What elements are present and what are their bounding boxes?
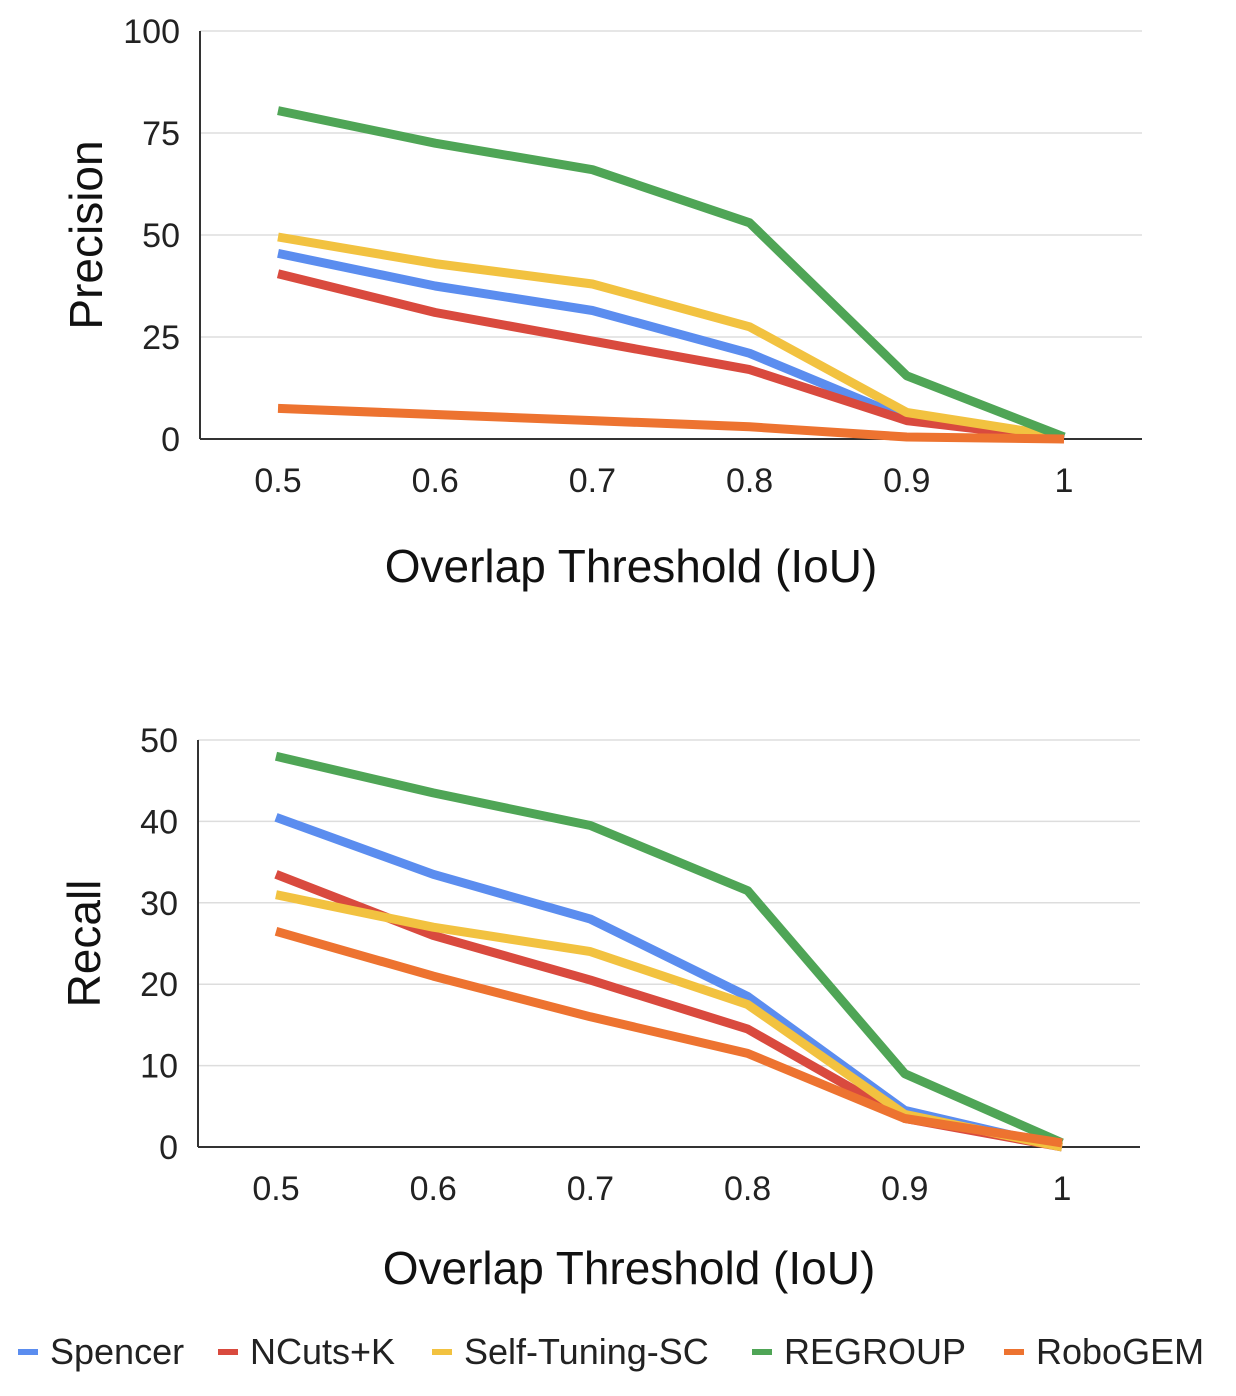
y-tick-label-100: 100	[123, 13, 180, 51]
x-axis-title: Overlap Threshold (IoU)	[385, 540, 878, 592]
y-tick-label-0: 0	[159, 1129, 178, 1167]
legend-label-ncuts-k: NCuts+K	[250, 1331, 395, 1372]
y-tick-label-25: 25	[142, 319, 180, 357]
y-tick-label-0: 0	[161, 421, 180, 459]
y-tick-label-10: 10	[140, 1048, 178, 1086]
y-tick-label-30: 30	[140, 885, 178, 923]
series-line-robogem	[274, 926, 1063, 1148]
x-axis-title: Overlap Threshold (IoU)	[383, 1242, 876, 1294]
x-tick-label-0-9: 0.9	[883, 462, 930, 500]
x-tick-label-0-8: 0.8	[724, 1170, 771, 1208]
legend: Spencer NCuts+K Self-Tuning-SC REGROUP RoboG…	[18, 1331, 1204, 1372]
legend-label-regroup: REGROUP	[784, 1331, 966, 1372]
legend-label-robogem: RoboGEM	[1036, 1331, 1204, 1372]
series-line-self-tuning-sc	[277, 232, 1065, 442]
series-line-regroup	[277, 106, 1066, 442]
recall-chart: 0 10 20 30 40 50 0.5 0.6 0.7 0.8 0.9 1 Overlap Thres…	[58, 722, 1140, 1294]
legend-label-spencer: Spencer	[50, 1331, 184, 1372]
y-tick-label-20: 20	[140, 966, 178, 1004]
x-tick-label-0-5: 0.5	[254, 462, 301, 500]
y-tick-label-50: 50	[142, 217, 180, 255]
precision-chart: 0 25 50 75 100 0.5 0.6 0.7 0.8 0.9 1 Overlap Thresh…	[60, 13, 1142, 592]
x-tick-label-0-7: 0.7	[569, 462, 616, 500]
y-axis-title: Precision	[60, 140, 112, 329]
y-tick-label-75: 75	[142, 115, 180, 153]
x-tick-label-0-6: 0.6	[412, 462, 459, 500]
y-tick-label-40: 40	[140, 803, 178, 841]
x-tick-label-1: 1	[1055, 462, 1074, 500]
series-line-robogem	[277, 403, 1065, 444]
y-tick-label-50: 50	[140, 722, 178, 760]
x-tick-label-0-7: 0.7	[567, 1170, 614, 1208]
x-tick-label-1: 1	[1053, 1170, 1072, 1208]
series-line-self-tuning-sc	[275, 890, 1063, 1152]
x-tick-label-0-5: 0.5	[252, 1170, 299, 1208]
series-line-ncuts-k	[276, 269, 1065, 444]
x-tick-label-0-8: 0.8	[726, 462, 773, 500]
series-line-regroup	[274, 751, 1064, 1148]
y-axis-title: Recall	[58, 880, 110, 1008]
x-tick-label-0-6: 0.6	[410, 1170, 457, 1208]
legend-label-self-tuning-sc: Self-Tuning-SC	[464, 1331, 709, 1372]
x-tick-label-0-9: 0.9	[881, 1170, 928, 1208]
